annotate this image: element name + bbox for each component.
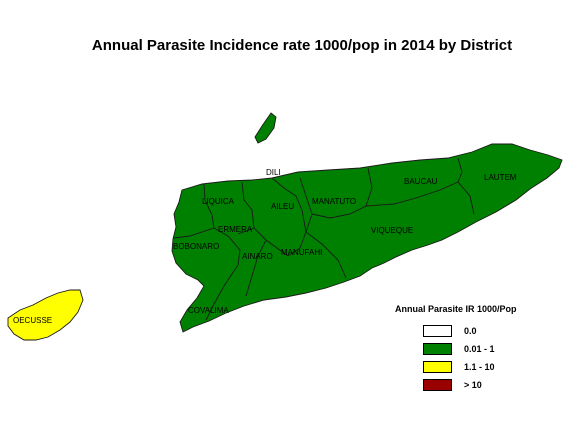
map-legend: Annual Parasite IR 1000/Pop 0.0 0.01 - 1… [395, 304, 555, 394]
legend-swatch-low [423, 342, 452, 355]
label-viqueque: VIQUEQUE [371, 226, 413, 235]
label-liquica: LIQUICA [202, 197, 235, 206]
label-ermera: ERMERA [218, 225, 253, 234]
legend-item-high: > 10 [395, 376, 555, 393]
legend-item-none: 0.0 [395, 322, 555, 339]
legend-label-high: > 10 [464, 379, 482, 390]
district-labels: DILI LIQUICA AILEU MANATUTO BAUCAU LAUTE… [13, 168, 517, 325]
label-baucau: BAUCAU [404, 177, 438, 186]
legend-item-medium: 1.1 - 10 [395, 358, 555, 375]
legend-title: Annual Parasite IR 1000/Pop [395, 304, 517, 314]
legend-label-low: 0.01 - 1 [464, 343, 495, 354]
label-bobonaro: BOBONARO [173, 242, 219, 251]
legend-swatch-medium [423, 360, 452, 373]
legend-item-low: 0.01 - 1 [395, 340, 555, 357]
atauro-island [254, 112, 277, 144]
label-oecusse: OECUSSE [13, 316, 52, 325]
label-lautem: LAUTEM [484, 173, 517, 182]
label-aileu: AILEU [271, 202, 294, 211]
legend-swatch-none [423, 324, 452, 337]
label-dili: DILI [266, 168, 281, 177]
legend-swatch-high [423, 378, 452, 391]
district-borders [173, 157, 475, 321]
label-ainaro: AINARO [242, 252, 273, 261]
label-manufahi: MANUFAHI [281, 248, 322, 257]
legend-label-medium: 1.1 - 10 [464, 361, 495, 372]
label-manatuto: MANATUTO [312, 197, 356, 206]
map-title: Annual Parasite Incidence rate 1000/pop … [91, 37, 513, 54]
legend-label-none: 0.0 [464, 325, 477, 336]
oecusse-enclave [7, 289, 84, 341]
main-territory [171, 143, 563, 333]
label-covalima: COVALIMA [188, 306, 229, 315]
